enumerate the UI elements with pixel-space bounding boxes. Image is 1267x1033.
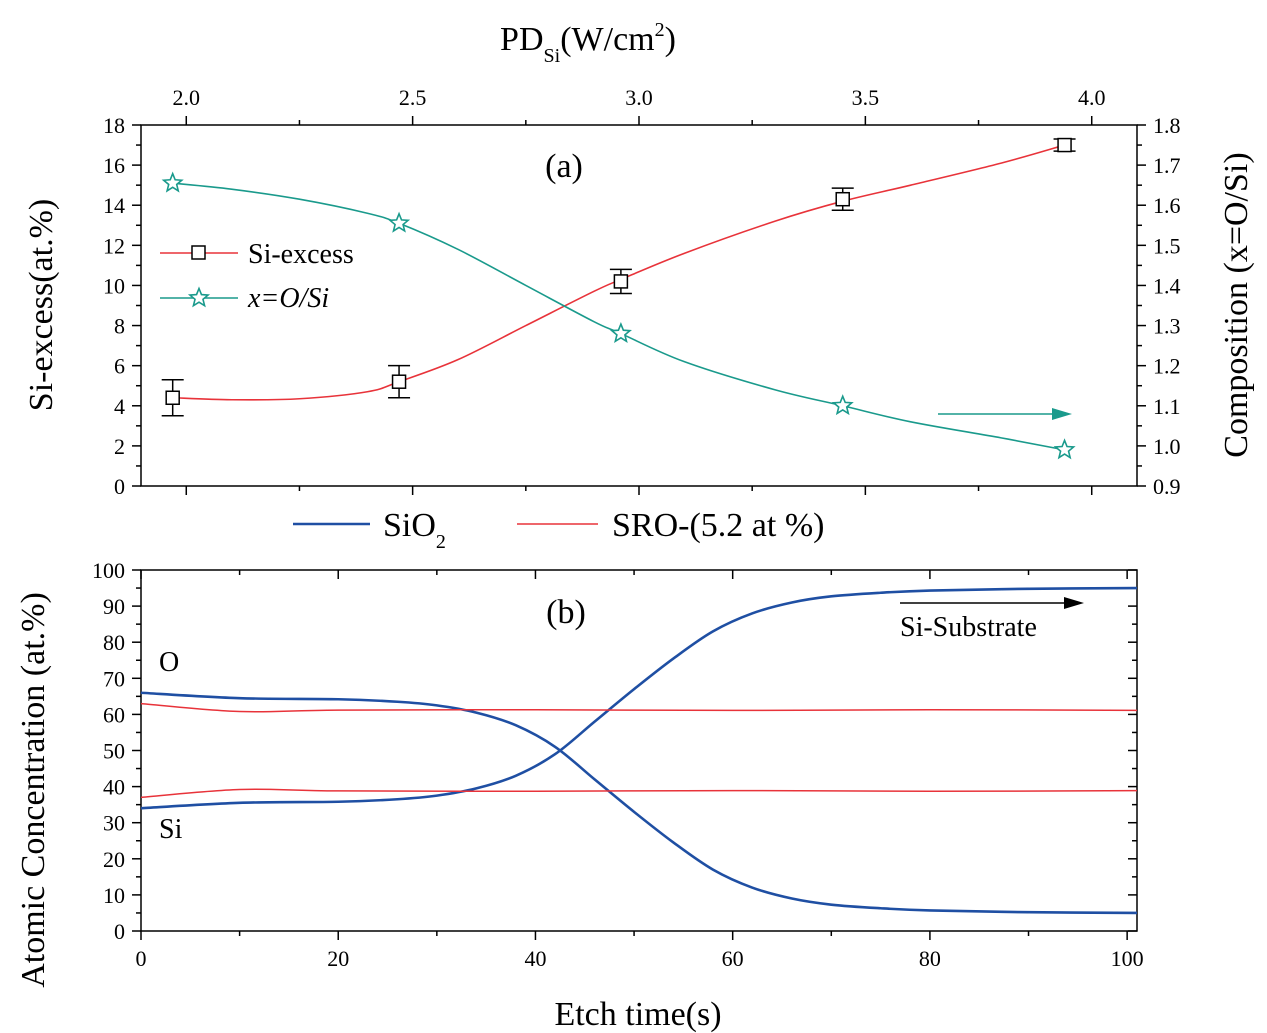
right-tick-label-2: 1.1 [1153, 394, 1181, 419]
left-tick-label-b-0: 0 [114, 919, 125, 944]
left-axis-ticks: 0 2 4 6 8 10 12 14 16 18 [103, 113, 141, 499]
top-tick-label-3: 3.5 [852, 85, 880, 110]
left-axis-ticks-b: 0 10 20 30 40 50 60 70 80 90 100 [92, 558, 141, 944]
left-tick-label-b-8: 80 [103, 630, 125, 655]
top-axis-title-unit-post: ) [665, 21, 676, 58]
right-tick-label-4: 1.3 [1153, 314, 1181, 339]
profile-sro-si [140, 788, 1138, 799]
right-tick-label-5: 1.4 [1153, 273, 1181, 298]
si-excess-point-2 [613, 274, 629, 289]
si-excess-point-3 [835, 191, 850, 207]
left-tick-label-b-1: 10 [103, 883, 125, 908]
left-tick-label-6: 12 [103, 233, 125, 258]
left-tick-label-3: 6 [114, 354, 125, 379]
left-tick-label-2: 4 [114, 394, 125, 419]
panel-a-legend: Si-excess x=O/Si [160, 239, 354, 314]
profile-sio2-si [140, 586, 1138, 810]
left-tick-label-b-7: 70 [103, 666, 125, 691]
right-tick-label-6: 1.5 [1153, 233, 1181, 258]
bottom-axis-ticks: 0 20 40 60 80 100 [136, 931, 1144, 971]
bottom-tick-label-3: 60 [722, 946, 744, 971]
legend-label-composition: x=O/Si [247, 283, 329, 314]
left-tick-label-b-2: 20 [103, 847, 125, 872]
top-axis-title-unit-sup: 2 [655, 19, 665, 41]
top-axis-title-sub: Si [544, 45, 561, 67]
left-tick-label-b-6: 60 [103, 702, 125, 727]
panel-b-legend: SiO2 SRO-(5.2 at %) [293, 507, 824, 553]
right-tick-label-9: 1.8 [1153, 113, 1181, 138]
composition-point-4 [1053, 438, 1076, 460]
left-tick-label-1: 2 [114, 434, 125, 459]
legend-label-sio2: SiO2 [383, 507, 446, 553]
left-tick-label-b-10: 100 [92, 558, 125, 583]
right-tick-label-3: 1.2 [1153, 354, 1181, 379]
composition-point-0 [161, 171, 184, 193]
left-tick-label-b-9: 90 [103, 594, 125, 619]
right-axis-arrow [938, 408, 1072, 420]
right-axis-ticks-b [1128, 569, 1137, 932]
label-si: Si [159, 814, 183, 845]
left-tick-label-7: 14 [103, 193, 125, 218]
bottom-tick-label-0: 0 [136, 946, 147, 971]
profile-sro-o [140, 702, 1138, 713]
left-tick-label-5: 10 [103, 273, 125, 298]
panel-b: 0 20 40 60 80 100 0 10 20 30 40 50 60 70 80 90 100 Etch… [15, 558, 1144, 1033]
top-axis-title-unit-pre: (W/cm [560, 21, 654, 58]
right-axis-title: Composition (x=O/Si) [1218, 152, 1255, 457]
left-tick-label-b-3: 30 [103, 811, 125, 836]
right-tick-label-0: 0.9 [1153, 474, 1181, 499]
legend-label-si-excess: Si-excess [248, 239, 354, 270]
top-axis-ticks: 2.0 2.5 3.0 3.5 4.0 [173, 85, 1106, 125]
bottom-tick-label-1: 20 [327, 946, 349, 971]
left-tick-label-b-5: 50 [103, 739, 125, 764]
label-o: O [159, 647, 179, 678]
top-tick-label-2: 3.0 [625, 85, 653, 110]
composition-point-3 [831, 394, 854, 416]
composition-point-2 [609, 321, 632, 343]
top-axis-title: PDSi(W/cm2) [500, 19, 676, 67]
legend-marker-square [191, 245, 206, 260]
si-excess-point-1 [391, 374, 407, 389]
left-tick-label-4: 8 [114, 314, 125, 339]
legend-label-sro: SRO-(5.2 at %) [612, 507, 824, 544]
left-tick-label-8: 16 [103, 153, 125, 178]
profile-sio2-o [140, 691, 1138, 915]
substrate-label: Si-Substrate [900, 612, 1037, 643]
panel-a-label: (a) [545, 148, 583, 185]
left-tick-label-b-4: 40 [103, 775, 125, 800]
si-excess-point-0 [165, 390, 180, 406]
top-tick-label-4: 4.0 [1078, 85, 1106, 110]
legend-marker-star [187, 286, 211, 308]
top-tick-label-0: 2.0 [173, 85, 201, 110]
top-tick-label-1: 2.5 [399, 85, 427, 110]
left-tick-label-0: 0 [114, 474, 125, 499]
panel-b-y-axis-title: Atomic Concentration (at.%) [15, 592, 52, 988]
bottom-tick-label-4: 80 [919, 946, 941, 971]
bottom-tick-label-2: 40 [524, 946, 546, 971]
top-axis-ticks-b [140, 570, 1128, 579]
panel-a-series [161, 137, 1076, 460]
series-line-1 [172, 182, 1065, 451]
panel-a: PDSi(W/cm2) 2.0 2.5 3.0 3.5 4.0 024681012141… [23, 19, 1255, 499]
bottom-axis-ticks-a [185, 486, 1093, 495]
left-axis-title: Si-excess(at.%) [23, 199, 60, 411]
right-axis-ticks: 0.9 1.0 1.1 1.2 1.3 1.4 1.5 1.6 1.7 1.8 [1137, 113, 1181, 499]
right-tick-label-8: 1.7 [1153, 153, 1181, 178]
substrate-arrow [900, 597, 1084, 609]
panel-b-label: (b) [546, 594, 586, 631]
right-tick-label-1: 1.0 [1153, 434, 1181, 459]
bottom-tick-label-5: 100 [1111, 946, 1144, 971]
composition-point-1 [387, 211, 411, 233]
panel-b-series [140, 586, 1138, 915]
bottom-axis-title: Etch time(s) [554, 996, 721, 1033]
left-tick-label-9: 18 [103, 113, 125, 138]
right-tick-label-7: 1.6 [1153, 193, 1181, 218]
top-axis-title-main: PD [500, 21, 543, 58]
si-excess-point-4 [1057, 137, 1072, 153]
series-line-0 [172, 144, 1065, 401]
